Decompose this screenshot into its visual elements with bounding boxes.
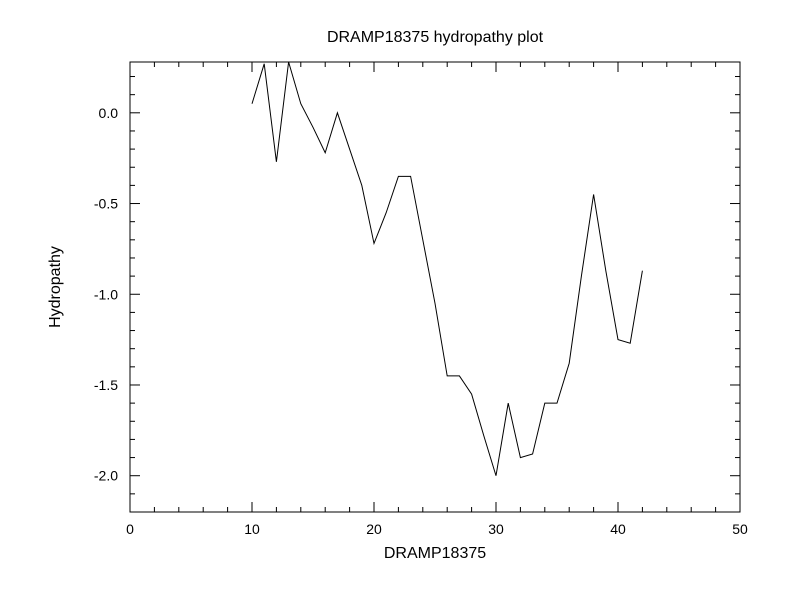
- x-tick-label: 50: [732, 521, 748, 537]
- y-axis-label: Hydropathy: [47, 246, 64, 328]
- x-tick-label: 30: [488, 521, 504, 537]
- data-line: [252, 62, 642, 476]
- y-tick-label: -1.0: [94, 286, 118, 302]
- y-tick-label: 0.0: [99, 105, 119, 121]
- chart-title: DRAMP18375 hydropathy plot: [327, 29, 544, 46]
- x-tick-label: 20: [366, 521, 382, 537]
- x-tick-label: 10: [244, 521, 260, 537]
- hydropathy-chart: 0 10 20 30 40 50 -2.0 -1.5 -1.0 -0.5 0.0 DRAMP18375…: [0, 0, 800, 600]
- x-tick-label: 40: [610, 521, 626, 537]
- y-tick-label: -2.0: [94, 468, 118, 484]
- x-tick-label: 0: [126, 521, 134, 537]
- chart-container: 0 10 20 30 40 50 -2.0 -1.5 -1.0 -0.5 0.0 DRAMP18375…: [0, 0, 800, 600]
- plot-border: [130, 62, 740, 512]
- y-tick-label: -0.5: [94, 196, 118, 212]
- y-tick-label: -1.5: [94, 377, 118, 393]
- x-axis-label: DRAMP18375: [384, 545, 486, 562]
